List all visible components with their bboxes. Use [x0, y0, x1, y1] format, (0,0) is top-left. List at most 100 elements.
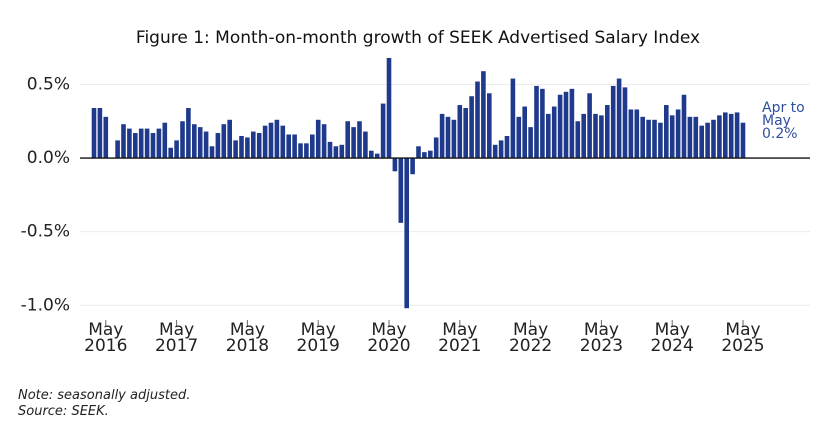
bar [569, 88, 575, 159]
x-tick-label: May 2021 [438, 320, 482, 356]
x-tick-label: May 2016 [84, 320, 128, 356]
bar [681, 94, 687, 159]
bar [304, 143, 309, 159]
bar [728, 113, 734, 159]
bar [97, 108, 103, 159]
chart-title: Figure 1: Month-on-month growth of SEEK … [136, 28, 700, 48]
bar [622, 87, 628, 159]
bar [186, 108, 191, 159]
bar [369, 150, 374, 159]
bar [227, 119, 232, 159]
bar [327, 141, 333, 159]
bar [156, 128, 162, 159]
x-tick-label: May 2020 [367, 320, 411, 356]
bar [374, 153, 380, 159]
bar [504, 135, 510, 159]
bar [475, 81, 480, 159]
bar [711, 119, 716, 159]
bar [469, 96, 474, 159]
y-tick-label: -1.0% [21, 295, 70, 315]
bar [640, 116, 645, 159]
bar [345, 121, 350, 159]
bar [581, 113, 586, 159]
x-tick-label: May 2019 [296, 320, 340, 356]
x-tick-label: May 2022 [508, 320, 553, 356]
bar [551, 106, 557, 159]
y-tick-label: -0.5% [21, 222, 70, 242]
bar [315, 119, 321, 159]
bar [280, 125, 286, 159]
bar [699, 125, 704, 159]
bar [457, 105, 463, 159]
y-tick-label: 0.0% [27, 148, 70, 168]
bar [587, 93, 592, 159]
bar [416, 146, 421, 159]
bar [168, 147, 173, 159]
bar [363, 131, 368, 159]
bar [197, 127, 203, 159]
bar [256, 133, 262, 159]
bar [717, 115, 722, 159]
bar [675, 109, 681, 159]
bar [481, 71, 486, 159]
bar [262, 125, 268, 159]
bar [634, 109, 640, 159]
bar [669, 115, 675, 159]
bar [522, 106, 527, 159]
bar [687, 116, 693, 159]
bar [239, 135, 244, 159]
x-tick-label: May 2023 [579, 320, 624, 356]
x-tick-label: May 2018 [225, 320, 270, 356]
annotation: Apr to May 0.2% [762, 100, 805, 142]
x-tick-label: May 2024 [650, 320, 694, 356]
bar [233, 140, 238, 159]
bar [599, 115, 604, 159]
bar [510, 78, 516, 159]
bar [321, 124, 327, 159]
bar [646, 119, 651, 159]
bar [534, 85, 539, 159]
bar [339, 144, 345, 159]
bar [203, 131, 209, 159]
bar [127, 128, 132, 159]
bar [628, 109, 634, 159]
bar [162, 122, 168, 159]
bar [463, 108, 468, 159]
bar [274, 119, 280, 159]
bar [91, 108, 97, 159]
x-tick-label: May 2025 [721, 320, 765, 356]
bar [451, 119, 457, 159]
bar [404, 158, 409, 309]
bar [546, 113, 551, 159]
bar [138, 128, 144, 159]
bar [333, 146, 339, 159]
bar [605, 105, 610, 159]
bar [705, 122, 710, 159]
y-tick-label: 0.5% [27, 74, 70, 94]
bar [386, 57, 392, 159]
bar [121, 124, 126, 159]
bar [664, 105, 669, 159]
bar [540, 88, 545, 159]
bar [563, 91, 569, 159]
bar [422, 152, 427, 159]
bar [616, 78, 622, 159]
bar [575, 121, 581, 159]
bar [410, 158, 415, 175]
bar [221, 124, 227, 159]
bar [392, 158, 398, 172]
bar [516, 116, 522, 159]
bar [209, 146, 215, 159]
bar [292, 134, 297, 159]
bar [380, 103, 386, 159]
bar [245, 137, 250, 159]
bar [652, 119, 657, 159]
bar [433, 137, 439, 159]
bar [150, 133, 156, 159]
bar [723, 112, 728, 159]
bar [251, 131, 256, 159]
note: Note: seasonally adjusted. [18, 388, 191, 403]
bar [610, 85, 616, 159]
bar [492, 144, 498, 159]
bar [310, 134, 315, 159]
